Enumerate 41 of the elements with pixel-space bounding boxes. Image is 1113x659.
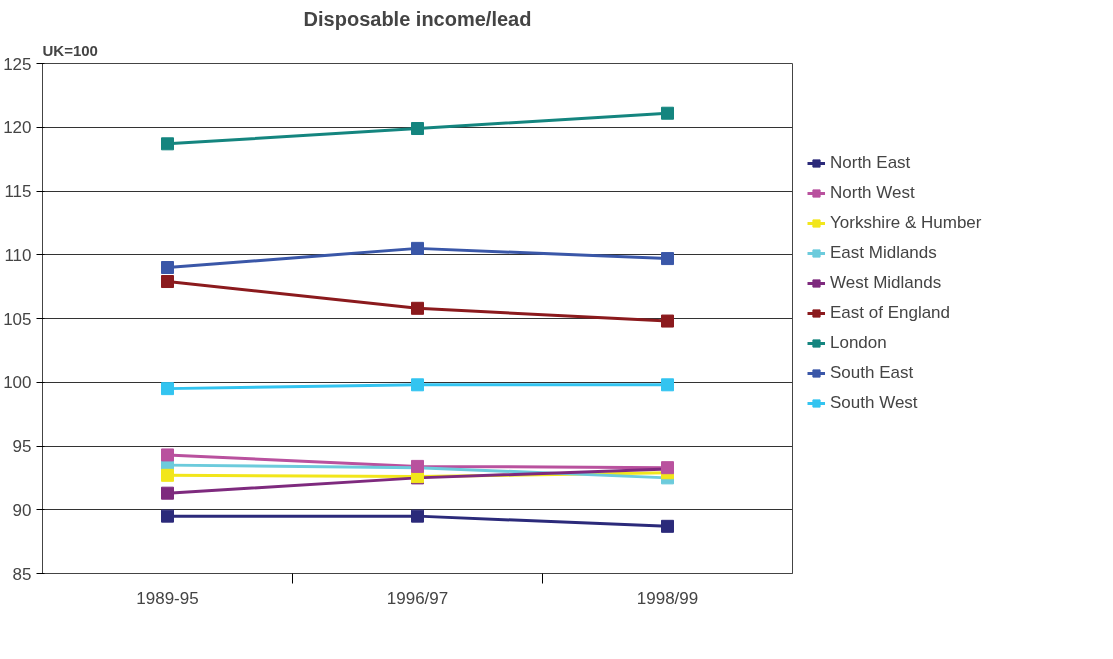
point [161, 468, 174, 482]
point [661, 106, 674, 120]
point [661, 314, 674, 328]
point [161, 275, 174, 289]
point [411, 301, 424, 315]
legend-label: South West [830, 393, 918, 413]
legend-label: London [830, 333, 887, 353]
point [161, 509, 174, 523]
point [161, 486, 174, 500]
x-tick-label: 1996/97 [386, 588, 449, 608]
x-tick-label: 1989-95 [136, 588, 199, 608]
legend-label: North East [830, 153, 911, 173]
legend-label: North West [830, 183, 915, 203]
chart-title: Disposable income/lead [303, 7, 532, 30]
point [161, 382, 174, 396]
point [161, 261, 174, 274]
y-tick-label: 95 [12, 437, 32, 456]
point [411, 509, 424, 523]
point [661, 519, 674, 533]
y-axis-title: UK=100 [42, 41, 98, 59]
legend-label: Yorkshire & Humber [830, 213, 982, 233]
point [661, 378, 674, 392]
y-tick-label: 85 [12, 564, 32, 584]
point [161, 448, 174, 462]
x-tick-label: 1998/99 [636, 588, 699, 608]
y-tick-label: 100 [3, 373, 32, 393]
legend-label: West Midlands [830, 273, 942, 293]
legend-label: East Midlands [830, 243, 937, 263]
y-tick-label: 110 [4, 245, 32, 265]
y-tick-label: 120 [3, 118, 32, 138]
point [661, 252, 674, 266]
point [411, 378, 424, 392]
legend-label: East of England [830, 303, 951, 323]
point [411, 241, 424, 255]
point [411, 122, 424, 136]
point [161, 137, 174, 151]
legend-label: South East [830, 363, 914, 383]
y-tick-label: 125 [3, 54, 32, 74]
y-tick-label: 105 [3, 309, 32, 329]
y-tick-label: 90 [12, 500, 32, 520]
y-tick-label: 115 [4, 182, 32, 201]
